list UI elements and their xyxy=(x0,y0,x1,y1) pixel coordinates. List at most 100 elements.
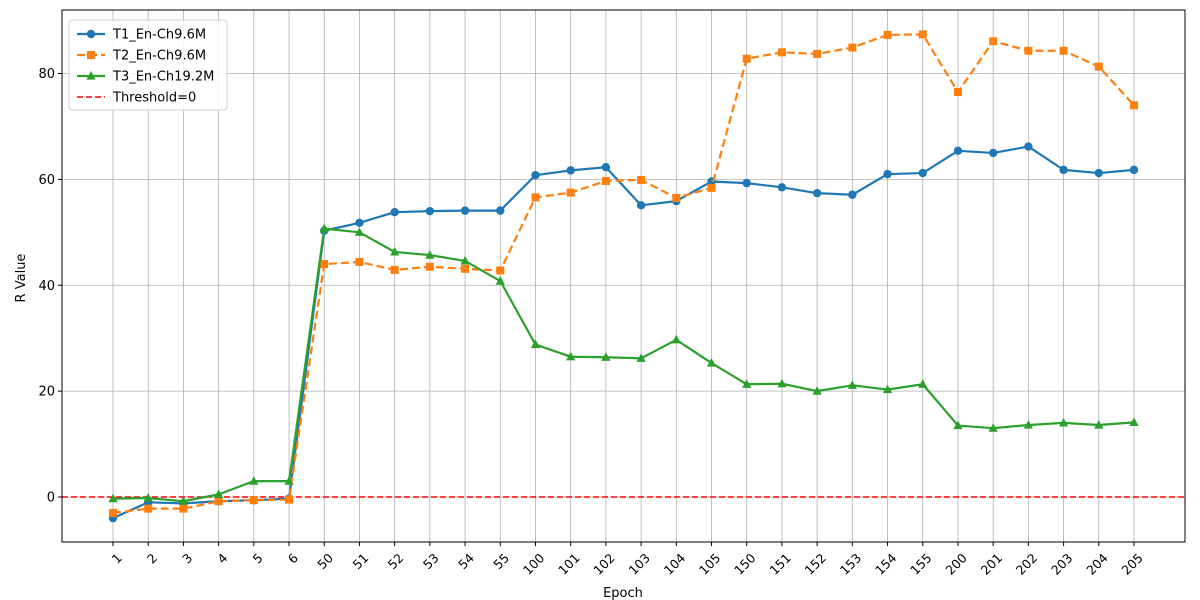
x-tick-label: 52 xyxy=(385,550,407,572)
legend-label: T3_En-Ch19.2M xyxy=(112,70,214,85)
data-point xyxy=(918,168,927,178)
x-tick-label: 1 xyxy=(109,550,125,566)
data-point xyxy=(1094,168,1103,178)
data-point xyxy=(355,257,364,266)
legend-label: Threshold=0 xyxy=(112,91,196,106)
data-point xyxy=(706,358,717,367)
data-point xyxy=(1024,142,1033,151)
legend: T1_En-Ch9.6M T2_En-Ch9.6M T3_En-Ch19.2M Thr… xyxy=(68,19,228,111)
data-point xyxy=(883,169,892,179)
x-tick-label: 154 xyxy=(872,550,900,578)
data-point xyxy=(1094,420,1104,429)
data-point xyxy=(144,504,153,513)
plot-frame xyxy=(61,9,1186,543)
data-point xyxy=(178,496,189,505)
x-tick-label: 203 xyxy=(1048,550,1075,577)
data-point xyxy=(495,276,505,285)
data-point xyxy=(848,190,857,199)
x-tick-label: 103 xyxy=(626,550,653,577)
data-point xyxy=(953,420,963,430)
data-point xyxy=(1059,165,1068,175)
data-point xyxy=(531,193,540,202)
data-point xyxy=(566,188,575,197)
data-point xyxy=(636,353,646,362)
data-point xyxy=(319,223,329,233)
x-tick-label: 202 xyxy=(1013,550,1040,577)
x-tick-label: 201 xyxy=(978,550,1005,577)
data-point xyxy=(214,489,224,498)
x-tick-label: 204 xyxy=(1083,550,1111,578)
data-point xyxy=(425,250,435,259)
x-tick-label: 54 xyxy=(455,550,477,572)
x-tick-label: 153 xyxy=(837,550,864,577)
data-point xyxy=(742,54,751,63)
data-point xyxy=(179,504,188,513)
series-2 xyxy=(109,30,1138,517)
x-tick-label: 4 xyxy=(214,550,230,566)
data-point xyxy=(390,208,399,217)
y-axis-label: R Value xyxy=(14,254,29,303)
data-point xyxy=(1129,417,1139,426)
data-point xyxy=(988,148,998,158)
x-tick-label: 102 xyxy=(590,550,617,577)
data-point xyxy=(109,508,117,517)
data-point xyxy=(390,265,399,274)
data-point xyxy=(108,493,118,503)
data-point xyxy=(742,379,752,388)
y-tick-label: 20 xyxy=(38,385,55,400)
data-point xyxy=(320,260,329,269)
x-tick-label: 152 xyxy=(802,550,829,577)
data-point xyxy=(777,183,787,192)
series-line xyxy=(112,227,1135,503)
data-point xyxy=(566,166,575,175)
data-point xyxy=(1129,165,1139,175)
x-tick-label: 3 xyxy=(179,550,195,566)
legend-label: T2_En-Ch9.6M xyxy=(112,49,206,64)
x-tick-label: 150 xyxy=(731,550,759,578)
data-point xyxy=(882,384,893,394)
data-point xyxy=(637,175,646,184)
x-tick-label: 151 xyxy=(766,550,793,577)
data-point xyxy=(918,379,928,388)
series-line xyxy=(112,145,1135,520)
x-tick-label: 155 xyxy=(907,550,934,577)
data-point xyxy=(530,339,541,349)
x-tick-label: 105 xyxy=(696,550,723,577)
x-axis-label: Epoch xyxy=(603,586,643,600)
x-tick-label: 50 xyxy=(314,550,336,572)
x-tick-label: 5 xyxy=(250,550,266,566)
legend-entry: T3_En-Ch19.2M xyxy=(77,70,214,85)
data-point xyxy=(214,497,223,506)
legend-marker xyxy=(86,71,96,80)
data-point xyxy=(601,176,610,185)
series-layer xyxy=(108,30,1139,523)
x-tick-label: 101 xyxy=(555,550,582,577)
x-tick-label: 53 xyxy=(420,550,442,572)
legend-label: T1_En-Ch9.6M xyxy=(112,28,206,43)
data-point xyxy=(496,206,505,215)
data-point xyxy=(1059,46,1068,55)
data-point xyxy=(742,178,751,188)
data-point xyxy=(988,423,998,432)
data-point xyxy=(566,351,576,361)
x-tick-label: 100 xyxy=(520,550,548,578)
data-point xyxy=(249,476,259,485)
x-tick-label: 200 xyxy=(942,550,970,578)
series-line xyxy=(112,33,1135,514)
data-point xyxy=(1130,101,1138,110)
x-tick-label: 205 xyxy=(1118,550,1145,577)
legend-entry: Threshold=0 xyxy=(77,91,196,106)
data-point xyxy=(460,206,470,215)
x-tick-label: 6 xyxy=(285,550,301,566)
y-tick-label: 0 xyxy=(47,491,55,506)
data-point xyxy=(953,146,963,156)
data-point xyxy=(1058,417,1069,427)
y-tick-label: 40 xyxy=(38,279,55,294)
data-point xyxy=(284,476,294,485)
data-point xyxy=(461,264,470,273)
data-point xyxy=(671,334,681,344)
data-point xyxy=(249,496,258,505)
data-point xyxy=(672,193,681,202)
legend-entry: T2_En-Ch9.6M xyxy=(77,49,206,64)
